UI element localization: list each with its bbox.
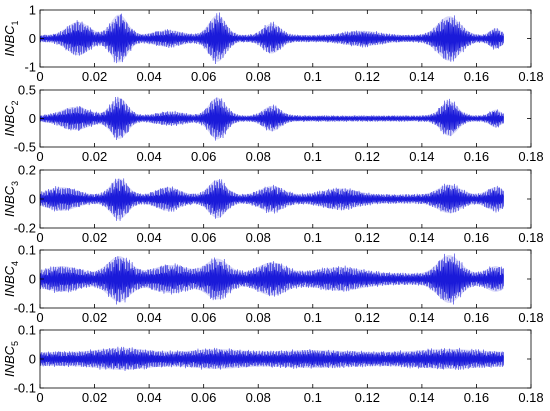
x-tick-label-3-7: 0.12 bbox=[355, 230, 380, 245]
y-tick-label-2-1: -0.5 bbox=[14, 140, 36, 155]
x-tick-label-3-10: 0.18 bbox=[518, 230, 543, 245]
y-axis-label-main-2: INBC bbox=[2, 105, 17, 137]
y-tick-label-1-2: 0 bbox=[29, 31, 36, 46]
y-axis-label-main-5: INBC bbox=[2, 345, 17, 377]
x-tick-label-3-2: 0.02 bbox=[82, 230, 107, 245]
x-tick-label-1-6: 0.1 bbox=[304, 69, 322, 84]
y-axis-label-sub-1: 1 bbox=[10, 20, 20, 25]
x-tick-label-5-2: 0.02 bbox=[82, 390, 107, 405]
y-axis-label-main-4: INBC bbox=[2, 265, 17, 297]
x-tick-label-1-1: 0 bbox=[36, 69, 43, 84]
x-tick-label-2-1: 0 bbox=[36, 149, 43, 164]
y-axis-label-2: INBC2 bbox=[2, 100, 20, 136]
x-tick-label-2-10: 0.18 bbox=[518, 149, 543, 164]
x-tick-label-3-5: 0.08 bbox=[246, 230, 271, 245]
y-tick-label-5-2: 0 bbox=[29, 352, 36, 367]
x-tick-label-2-3: 0.04 bbox=[136, 149, 161, 164]
x-tick-label-2-2: 0.02 bbox=[82, 149, 107, 164]
x-tick-label-2-5: 0.08 bbox=[246, 149, 271, 164]
y-axis-label-sub-4: 4 bbox=[10, 261, 20, 266]
y-tick-label-4-3: 0.1 bbox=[18, 243, 36, 258]
x-tick-label-1-8: 0.14 bbox=[409, 69, 434, 84]
y-tick-label-2-2: 0 bbox=[29, 111, 36, 126]
x-tick-label-1-5: 0.08 bbox=[246, 69, 271, 84]
y-tick-label-2-3: 0.5 bbox=[18, 83, 36, 98]
y-axis-label-main-3: INBC bbox=[2, 185, 17, 217]
x-tick-label-4-3: 0.04 bbox=[136, 310, 161, 325]
x-tick-label-5-3: 0.04 bbox=[136, 390, 161, 405]
x-tick-label-3-6: 0.1 bbox=[304, 230, 322, 245]
y-tick-label-4-2: 0 bbox=[29, 272, 36, 287]
x-tick-label-4-5: 0.08 bbox=[246, 310, 271, 325]
x-tick-label-5-1: 0 bbox=[36, 390, 43, 405]
y-axis-label-main-1: INBC bbox=[2, 25, 17, 57]
y-axis-label-5: INBC5 bbox=[2, 341, 20, 377]
x-tick-label-1-2: 0.02 bbox=[82, 69, 107, 84]
signal-line-5 bbox=[39, 346, 504, 372]
x-tick-label-5-9: 0.16 bbox=[464, 390, 489, 405]
y-tick-label-4-1: -0.1 bbox=[14, 301, 36, 316]
x-tick-label-4-7: 0.12 bbox=[355, 310, 380, 325]
y-axis-label-3: INBC3 bbox=[2, 181, 20, 217]
x-tick-label-1-7: 0.12 bbox=[355, 69, 380, 84]
x-tick-label-4-6: 0.1 bbox=[304, 310, 322, 325]
y-tick-label-3-1: -0.2 bbox=[14, 221, 36, 236]
y-tick-label-1-3: 1 bbox=[29, 3, 36, 18]
x-tick-label-4-10: 0.18 bbox=[518, 310, 543, 325]
panel-3: 0 0.02 0.04 0.06 0.08 0.1 0.12 0.14 0.16 0.18 -0.2… bbox=[2, 163, 544, 246]
panel-4: 0 0.02 0.04 0.06 0.08 0.1 0.12 0.14 0.16 0.18-0.1… bbox=[2, 243, 544, 326]
x-tick-label-4-9: 0.16 bbox=[464, 310, 489, 325]
x-tick-label-4-1: 0 bbox=[36, 310, 43, 325]
x-tick-label-5-6: 0.1 bbox=[304, 390, 322, 405]
x-tick-label-3-3: 0.04 bbox=[136, 230, 161, 245]
x-tick-label-3-9: 0.16 bbox=[464, 230, 489, 245]
x-tick-label-2-6: 0.1 bbox=[304, 149, 322, 164]
y-tick-label-5-1: -0.1 bbox=[14, 381, 36, 396]
x-tick-label-5-7: 0.12 bbox=[355, 390, 380, 405]
x-tick-label-3-4: 0.06 bbox=[191, 230, 216, 245]
y-tick-label-5-3: 0.1 bbox=[18, 323, 36, 338]
panel-1: 0 0.02 0.04 0.06 0.08 0.1 0.12 0.14 0.16 0.18-101… bbox=[2, 3, 544, 85]
x-tick-label-1-9: 0.16 bbox=[464, 69, 489, 84]
x-tick-label-3-8: 0.14 bbox=[409, 230, 434, 245]
x-tick-label-1-4: 0.06 bbox=[191, 69, 216, 84]
y-axis-label-1: INBC1 bbox=[2, 20, 20, 56]
y-axis-label-sub-2: 2 bbox=[10, 100, 20, 105]
x-tick-label-4-4: 0.06 bbox=[191, 310, 216, 325]
signal-line-3 bbox=[39, 178, 504, 221]
x-tick-label-2-8: 0.14 bbox=[409, 149, 434, 164]
x-tick-label-5-4: 0.06 bbox=[191, 390, 216, 405]
x-tick-label-1-3: 0.04 bbox=[136, 69, 161, 84]
x-tick-label-2-7: 0.12 bbox=[355, 149, 380, 164]
x-tick-label-1-10: 0.18 bbox=[518, 69, 543, 84]
signal-line-2 bbox=[39, 96, 504, 141]
y-tick-label-3-2: 0 bbox=[29, 192, 36, 207]
signal-line-1 bbox=[39, 12, 504, 64]
y-axis-label-4: INBC4 bbox=[2, 261, 20, 297]
x-tick-label-5-5: 0.08 bbox=[246, 390, 271, 405]
x-tick-label-3-1: 0 bbox=[36, 230, 43, 245]
y-tick-label-1-1: -1 bbox=[24, 60, 36, 75]
signal-line-4 bbox=[39, 253, 504, 305]
x-tick-label-5-8: 0.14 bbox=[409, 390, 434, 405]
x-tick-label-4-8: 0.14 bbox=[409, 310, 434, 325]
y-axis-label-sub-5: 5 bbox=[10, 341, 20, 346]
x-tick-label-2-4: 0.06 bbox=[191, 149, 216, 164]
y-tick-label-3-3: 0.2 bbox=[18, 163, 36, 178]
panel-5: 0 0.02 0.04 0.06 0.08 0.1 0.12 0.14 0.16 0.18 -0.1… bbox=[2, 323, 544, 406]
x-tick-label-2-9: 0.16 bbox=[464, 149, 489, 164]
y-axis-label-sub-3: 3 bbox=[10, 181, 20, 186]
panel-2: 0 0.02 0.04 0.06 0.08 0.1 0.12 0.14 0.16 0.18 -0.5… bbox=[2, 83, 544, 165]
x-tick-label-5-10: 0.18 bbox=[518, 390, 543, 405]
x-tick-label-4-2: 0.02 bbox=[82, 310, 107, 325]
